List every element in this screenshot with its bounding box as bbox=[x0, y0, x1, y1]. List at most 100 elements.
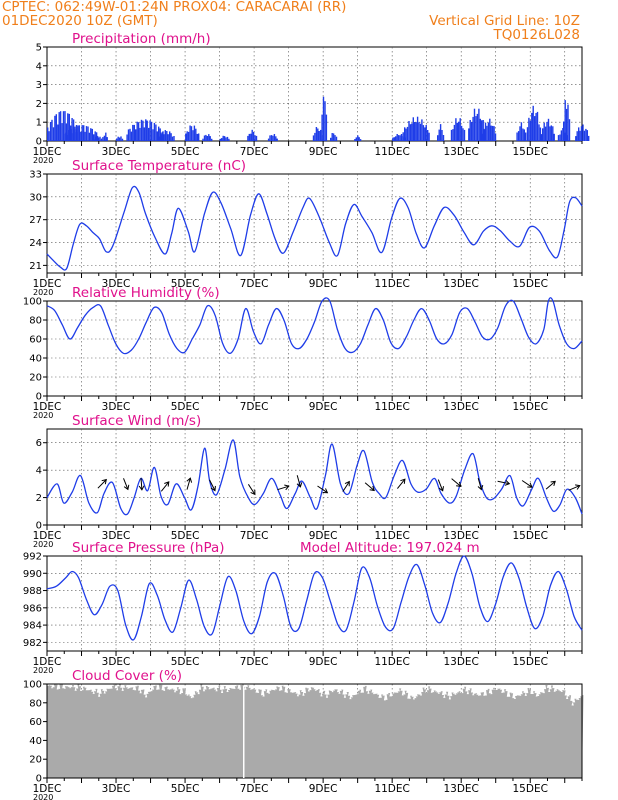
pressure-xtick-label: 13DEC bbox=[443, 656, 478, 668]
precip-bar bbox=[579, 130, 581, 141]
precip-bar bbox=[400, 134, 403, 141]
precip-bar bbox=[146, 120, 148, 141]
wind-xtick-label: 9DEC bbox=[309, 530, 338, 542]
precip-bar bbox=[586, 130, 588, 141]
rh-ytick-label: 60 bbox=[29, 335, 42, 346]
wind-arrow bbox=[247, 484, 256, 495]
wind-arrow-head bbox=[101, 478, 107, 485]
precip-bar bbox=[418, 122, 420, 141]
precip-bar bbox=[55, 114, 57, 141]
precip-bar bbox=[412, 117, 414, 141]
precip-bar bbox=[267, 138, 270, 141]
precip-ytick-label: 0 bbox=[36, 137, 42, 148]
precip-bar bbox=[578, 127, 580, 141]
precip-bar bbox=[59, 111, 62, 141]
precip-bar bbox=[472, 116, 474, 141]
cloud-frame-top bbox=[46, 683, 583, 779]
chart-header: CPTEC: 062:49W-01:24N PROX04: CARACARAI … bbox=[0, 0, 618, 45]
precip-bar bbox=[409, 124, 412, 141]
precip-bar bbox=[425, 125, 427, 141]
precip-bar bbox=[195, 128, 197, 141]
precip-bar bbox=[475, 116, 477, 141]
precip-bar bbox=[553, 133, 555, 141]
temp-ytick-label: 21 bbox=[29, 261, 42, 272]
precip-bar bbox=[487, 122, 490, 141]
wind-xtick-label: 5DEC bbox=[171, 530, 200, 542]
precip-title: Precipitation (mm/h) bbox=[72, 31, 211, 47]
precip-bar bbox=[354, 139, 356, 141]
precip-bar bbox=[97, 137, 100, 141]
precip-bar bbox=[68, 130, 70, 141]
grid-line-note: Vertical Grid Line: 10Z bbox=[429, 13, 580, 29]
wind-arrow-head bbox=[186, 477, 193, 483]
precip-bar bbox=[490, 125, 492, 141]
cloud-cover-area bbox=[47, 684, 584, 778]
cloud-title: Cloud Cover (%) bbox=[72, 668, 182, 684]
precip-bar bbox=[148, 127, 150, 141]
precip-ytick-label: 5 bbox=[36, 43, 42, 54]
pressure-xtick-label: 1DEC bbox=[33, 656, 62, 668]
precip-bar bbox=[202, 138, 204, 141]
precip-bar bbox=[330, 137, 332, 141]
pressure-xtick-label: 15DEC bbox=[513, 656, 548, 668]
precip-bar bbox=[325, 114, 328, 141]
precip-bar bbox=[582, 124, 584, 141]
precip-bar bbox=[186, 131, 188, 141]
rh-ytick-label: 80 bbox=[29, 316, 42, 327]
precip-bar bbox=[164, 130, 166, 141]
temp-panel: 21 24 27 30 33 1DEC 3DEC 5DEC 7DEC 9DEC 11DEC 13DEC… bbox=[29, 158, 583, 297]
pressure-ytick-label: 988 bbox=[23, 586, 42, 597]
wind-arrow-head bbox=[550, 480, 556, 487]
precip-bar bbox=[559, 134, 561, 141]
pressure-ytick-label: 982 bbox=[23, 638, 42, 649]
precip-bar bbox=[225, 137, 227, 141]
precip-bar bbox=[402, 132, 404, 141]
rh-ytick-label: 100 bbox=[23, 297, 42, 308]
precip-bar bbox=[158, 126, 160, 141]
precip-bar bbox=[419, 123, 422, 141]
pressure-xtick-label: 9DEC bbox=[309, 656, 338, 668]
precip-xtick-label: 9DEC bbox=[309, 146, 338, 158]
wind-xtick-label: 7DEC bbox=[240, 530, 269, 542]
precip-bar bbox=[493, 126, 495, 141]
precip-xtick-label: 15DEC bbox=[513, 146, 548, 158]
rh-year-label: 2020 bbox=[33, 411, 53, 420]
precip-bar bbox=[458, 121, 460, 141]
precip-bar bbox=[193, 125, 196, 141]
pressure-xtick-label: 3DEC bbox=[102, 656, 131, 668]
wind-xtick-label: 11DEC bbox=[374, 530, 409, 542]
precip-bar bbox=[248, 133, 250, 141]
precip-bar bbox=[525, 132, 527, 141]
precip-bar bbox=[317, 128, 319, 141]
precip-bar bbox=[145, 119, 147, 141]
precip-bar bbox=[442, 135, 445, 141]
cloud-xtick-label: 13DEC bbox=[443, 783, 478, 795]
precip-bar bbox=[396, 134, 398, 141]
run-date: 01DEC2020 10Z (GMT) bbox=[2, 13, 158, 29]
precip-bar bbox=[150, 121, 153, 141]
precip-bar bbox=[67, 135, 69, 141]
precip-bar bbox=[211, 138, 213, 141]
rh-xtick-label: 11DEC bbox=[374, 401, 409, 413]
precip-bar bbox=[399, 135, 401, 141]
precip-bar bbox=[520, 122, 523, 141]
temp-xtick-label: 7DEC bbox=[240, 278, 269, 290]
cloud-year-label: 2020 bbox=[33, 793, 53, 800]
precip-bar bbox=[155, 124, 157, 141]
precip-bar bbox=[523, 129, 525, 141]
wind-arrow-head bbox=[527, 482, 533, 488]
precip-bar bbox=[583, 130, 586, 141]
pressure-ytick-label: 986 bbox=[23, 603, 42, 614]
cloud-xtick-label: 3DEC bbox=[102, 783, 131, 795]
precip-bar bbox=[100, 138, 103, 141]
precip-bar bbox=[358, 137, 360, 141]
precip-bar bbox=[226, 136, 229, 141]
precip-bar bbox=[404, 127, 406, 141]
precip-bar bbox=[94, 131, 96, 141]
precip-bar bbox=[427, 130, 429, 141]
precip-bar bbox=[205, 134, 207, 141]
precip-bar bbox=[395, 136, 397, 141]
pressure-ytick-label: 990 bbox=[23, 569, 42, 580]
wind-arrow-head bbox=[138, 485, 145, 491]
